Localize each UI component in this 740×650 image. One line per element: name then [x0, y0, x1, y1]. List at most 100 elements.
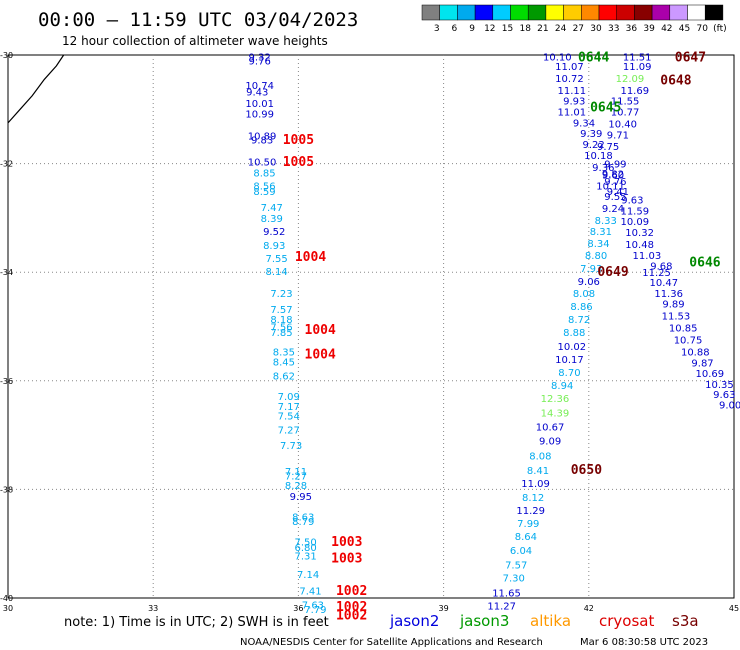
pass-time-label: 0647	[675, 51, 706, 66]
wave-height-value: 10.11	[596, 181, 625, 192]
wave-height-value: 8.33	[595, 216, 617, 227]
wave-height-value: 7.31	[295, 552, 317, 563]
wave-height-value: 7.27	[285, 471, 307, 482]
pass-time-label: 1002	[336, 600, 367, 615]
colorbar-label: 12	[484, 24, 495, 34]
wave-height-value: 7.47	[261, 203, 283, 214]
wave-height-value: 9.00	[719, 401, 740, 412]
colorbar-swatch	[527, 4, 547, 21]
wave-height-value: 7.55	[265, 254, 287, 265]
wave-height-value: 14.39	[541, 408, 570, 419]
colorbar-swatch	[439, 4, 458, 21]
y-tick-label: -36	[0, 377, 13, 386]
wave-height-value: 11.07	[555, 62, 584, 73]
colorbar-label: 27	[573, 24, 584, 34]
colorbar-swatch	[457, 4, 476, 21]
wave-height-value: 8.88	[563, 328, 585, 339]
colorbar-swatch	[634, 4, 653, 21]
legend-entry-s3a: s3a	[672, 612, 699, 630]
pass-time-label: 0649	[597, 265, 628, 280]
pass-time-label: 0648	[660, 73, 691, 88]
wave-height-value: 8.41	[527, 466, 549, 477]
wave-height-value: 10.69	[695, 369, 724, 380]
wave-height-value: 11.53	[662, 312, 691, 323]
wave-height-value: 11.09	[521, 479, 550, 490]
wave-height-value: 10.67	[536, 422, 565, 433]
wave-height-value: 9.63	[713, 390, 735, 401]
wave-height-value: 7.50	[295, 538, 317, 549]
wave-height-value: 10.74	[245, 81, 274, 92]
wave-height-value: 11.59	[620, 206, 649, 217]
wave-height-value: 11.69	[620, 86, 649, 97]
wave-height-value: 8.63	[292, 513, 314, 524]
wave-height-value: 9.76	[604, 177, 626, 188]
wave-height-value: 7.79	[304, 605, 326, 616]
wave-height-value: 10.85	[669, 324, 698, 335]
wave-height-value: 11.11	[558, 86, 587, 97]
wave-height-value: 9.43	[246, 87, 268, 98]
wave-height-value: 7.57	[270, 305, 292, 316]
wave-height-value: 9.76	[249, 56, 271, 67]
wave-height-value: 7.63	[302, 601, 324, 612]
legend-entry-jason2: jason2	[389, 612, 439, 630]
pass-time-label: 1002	[336, 584, 367, 599]
wave-height-value: 9.82	[602, 169, 624, 180]
colorbar-label: 15	[502, 24, 513, 34]
pass-time-label: 1003	[331, 535, 362, 550]
y-tick-label: -40	[0, 594, 13, 603]
wave-height-value: 7.57	[505, 560, 527, 571]
colorbar-swatch	[651, 4, 671, 21]
footer-timestamp: Mar 6 08:30:58 UTC 2023	[580, 637, 708, 648]
plot-frame	[7, 54, 735, 599]
pass-time-label: 0645	[590, 101, 621, 116]
wave-height-value: 7.11	[285, 467, 307, 478]
wave-height-value: 9.89	[662, 300, 684, 311]
wave-height-value: 9.34	[573, 118, 595, 129]
wave-height-value: 8.18	[270, 315, 292, 326]
wave-height-value: 11.36	[654, 289, 683, 300]
y-tick-label: -30	[0, 51, 13, 60]
wave-height-value: 10.10	[543, 53, 572, 64]
colorbar-swatch	[598, 4, 617, 21]
wave-height-value: 7.41	[299, 586, 321, 597]
wave-height-value: 7.17	[278, 402, 300, 413]
wave-height-value: 9.24	[602, 204, 624, 215]
coastline	[7, 54, 65, 124]
pass-time-label: 1004	[305, 348, 336, 363]
wave-height-value: 7.93	[580, 264, 602, 275]
y-tick-label: -34	[0, 268, 13, 277]
wave-height-value: 6.04	[510, 546, 532, 557]
wave-height-value: 8.80	[585, 251, 607, 262]
wave-height-value: 7.73	[280, 441, 302, 452]
wave-height-value: 8.08	[573, 289, 595, 300]
wave-height-value: 11.03	[633, 251, 662, 262]
wave-height-value: 9.75	[597, 142, 619, 153]
wave-height-value: 10.72	[555, 74, 584, 85]
wave-height-value: 9.83	[251, 136, 273, 147]
y-tick-label: -38	[0, 485, 13, 494]
colorbar: 3 6 9 12 15 18 21 24 27 30 33 36 39 42 45 70 (ft)	[421, 4, 727, 34]
colorbar-swatch	[563, 4, 582, 21]
wave-height-value: 7.09	[278, 392, 300, 403]
legend-entry-jason3: jason3	[459, 612, 509, 630]
wave-height-value: 11.65	[492, 589, 521, 600]
wave-height-value: 10.88	[681, 347, 710, 358]
wave-height-value: 11.27	[487, 602, 516, 613]
pass-time-label: 1004	[295, 250, 326, 265]
pass-time-label: 1004	[305, 323, 336, 338]
x-tick-label: 42	[584, 604, 594, 613]
wave-height-value: 8.28	[285, 481, 307, 492]
wave-height-value: 11.09	[623, 62, 652, 73]
wave-height-value: 8.39	[261, 214, 283, 225]
wave-height-value: 10.89	[248, 131, 277, 142]
wave-height-value: 7.23	[270, 289, 292, 300]
wave-height-value: 10.35	[705, 380, 734, 391]
colorbar-label: 21	[537, 24, 548, 34]
wave-height-value: 10.32	[625, 228, 654, 239]
wave-height-value: 7.54	[278, 412, 300, 423]
colorbar-label: 24	[555, 24, 567, 34]
y-tick-label: -32	[0, 160, 13, 169]
wave-height-value: 11.55	[611, 97, 640, 108]
x-tick-label: 39	[439, 604, 449, 613]
